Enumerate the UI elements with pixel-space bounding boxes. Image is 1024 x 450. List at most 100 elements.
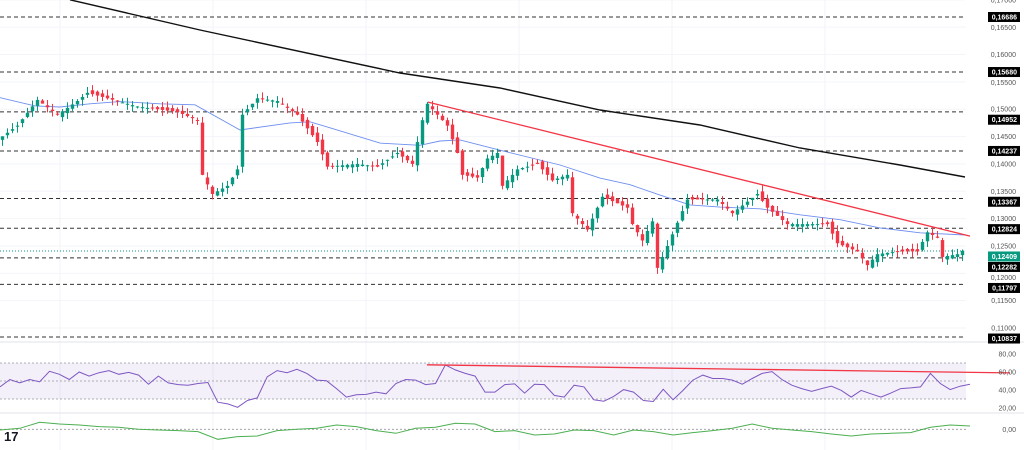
candle-up — [130, 105, 135, 107]
candle-down — [900, 249, 905, 252]
candle-down — [530, 164, 535, 166]
level-label-box — [988, 224, 1020, 235]
candle-up — [595, 207, 600, 219]
candle-up — [220, 188, 225, 192]
candle-down — [580, 221, 585, 225]
candle-up — [245, 109, 250, 113]
candle-up — [390, 156, 395, 158]
horizontal-levels — [0, 16, 966, 338]
candle-down — [300, 113, 305, 122]
level-label: 0,12824 — [992, 227, 1017, 234]
candle-down — [610, 196, 615, 202]
rsi-pane — [0, 362, 1011, 408]
candle-up — [420, 120, 425, 145]
level-label: 0,13367 — [992, 199, 1017, 206]
candle-down — [430, 106, 435, 110]
moving-averages — [0, 0, 971, 237]
candle-down — [895, 251, 900, 253]
candle-down — [570, 177, 575, 214]
ma50-line — [0, 97, 966, 236]
price-tick-label: 0,15500 — [991, 80, 1016, 87]
candle-up — [480, 168, 485, 178]
price-tick-label: 0,12000 — [991, 275, 1016, 282]
candle-up — [145, 107, 150, 109]
level-label: 0,16686 — [992, 15, 1017, 22]
candle-up — [810, 224, 815, 226]
candle-up — [5, 132, 10, 136]
candle-down — [320, 139, 325, 155]
candle-down — [475, 175, 480, 178]
level-label-box — [988, 12, 1020, 22]
level-label-box — [988, 196, 1020, 207]
candle-up — [385, 159, 390, 161]
candle-up — [240, 114, 245, 167]
candle-down — [860, 252, 865, 259]
candle-up — [230, 177, 235, 185]
candle-up — [80, 96, 85, 100]
candle-down — [575, 215, 580, 219]
candle-down — [785, 221, 790, 225]
candle-up — [565, 174, 570, 179]
candle-down — [465, 172, 470, 176]
candle-down — [190, 117, 195, 119]
candle-up — [30, 106, 35, 112]
candle-down — [605, 194, 610, 199]
candle-down — [855, 249, 860, 252]
candle-down — [280, 103, 285, 105]
candle-up — [85, 92, 90, 95]
candle-down — [315, 132, 320, 143]
level-label-box — [988, 145, 1020, 156]
tradingview-logo[interactable]: 17 — [4, 429, 18, 444]
candle-up — [745, 201, 750, 205]
candle-down — [690, 196, 695, 200]
candle-down — [585, 225, 590, 230]
candle-up — [75, 101, 80, 105]
candle-up — [590, 218, 595, 231]
level-label: 0,11797 — [992, 285, 1017, 292]
level-label-box — [988, 114, 1020, 125]
candle-up — [380, 163, 385, 165]
candle-up — [235, 169, 240, 176]
price-tick-label: 0,14500 — [991, 134, 1016, 141]
candle-down — [115, 100, 120, 102]
candle-up — [660, 256, 665, 270]
candle-up — [395, 152, 400, 155]
candle-down — [825, 222, 830, 225]
rsi-trendline — [426, 364, 1011, 374]
candle-up — [415, 142, 420, 166]
candle-down — [375, 165, 380, 167]
candle-down — [290, 109, 295, 112]
candle-down — [405, 155, 410, 161]
candle-up — [735, 209, 740, 215]
candle-down — [910, 248, 915, 252]
candle-down — [325, 152, 330, 167]
candle-down — [305, 119, 310, 129]
candle-down — [780, 216, 785, 220]
candle-down — [440, 115, 445, 121]
candle-down — [195, 120, 200, 122]
price-axis[interactable]: 80,00 60,00 40,00 20,00 0,00 0,17000 0,16500 0,… — [991, 0, 1016, 434]
level-label-box — [988, 282, 1020, 293]
candle-down — [110, 97, 115, 100]
candle-up — [135, 106, 140, 108]
candle-up — [880, 253, 885, 257]
candle-up — [560, 176, 565, 180]
candle-down — [935, 236, 940, 238]
candle-down — [625, 204, 630, 208]
candle-down — [725, 206, 730, 209]
price-tick-label: 0,12500 — [991, 243, 1016, 250]
price-tick-label: 0,13500 — [991, 189, 1016, 196]
candle-up — [960, 250, 965, 256]
candle-down — [845, 243, 850, 248]
candle-up — [505, 180, 510, 189]
rsi-line — [0, 364, 971, 408]
price-tick-label: 0,14000 — [991, 161, 1016, 168]
level-label-box — [988, 333, 1020, 344]
candles — [0, 85, 965, 274]
candle-down — [730, 210, 735, 214]
candle-up — [485, 158, 490, 169]
candle-down — [400, 151, 405, 157]
candle-down — [905, 248, 910, 252]
candle-down — [770, 205, 775, 212]
